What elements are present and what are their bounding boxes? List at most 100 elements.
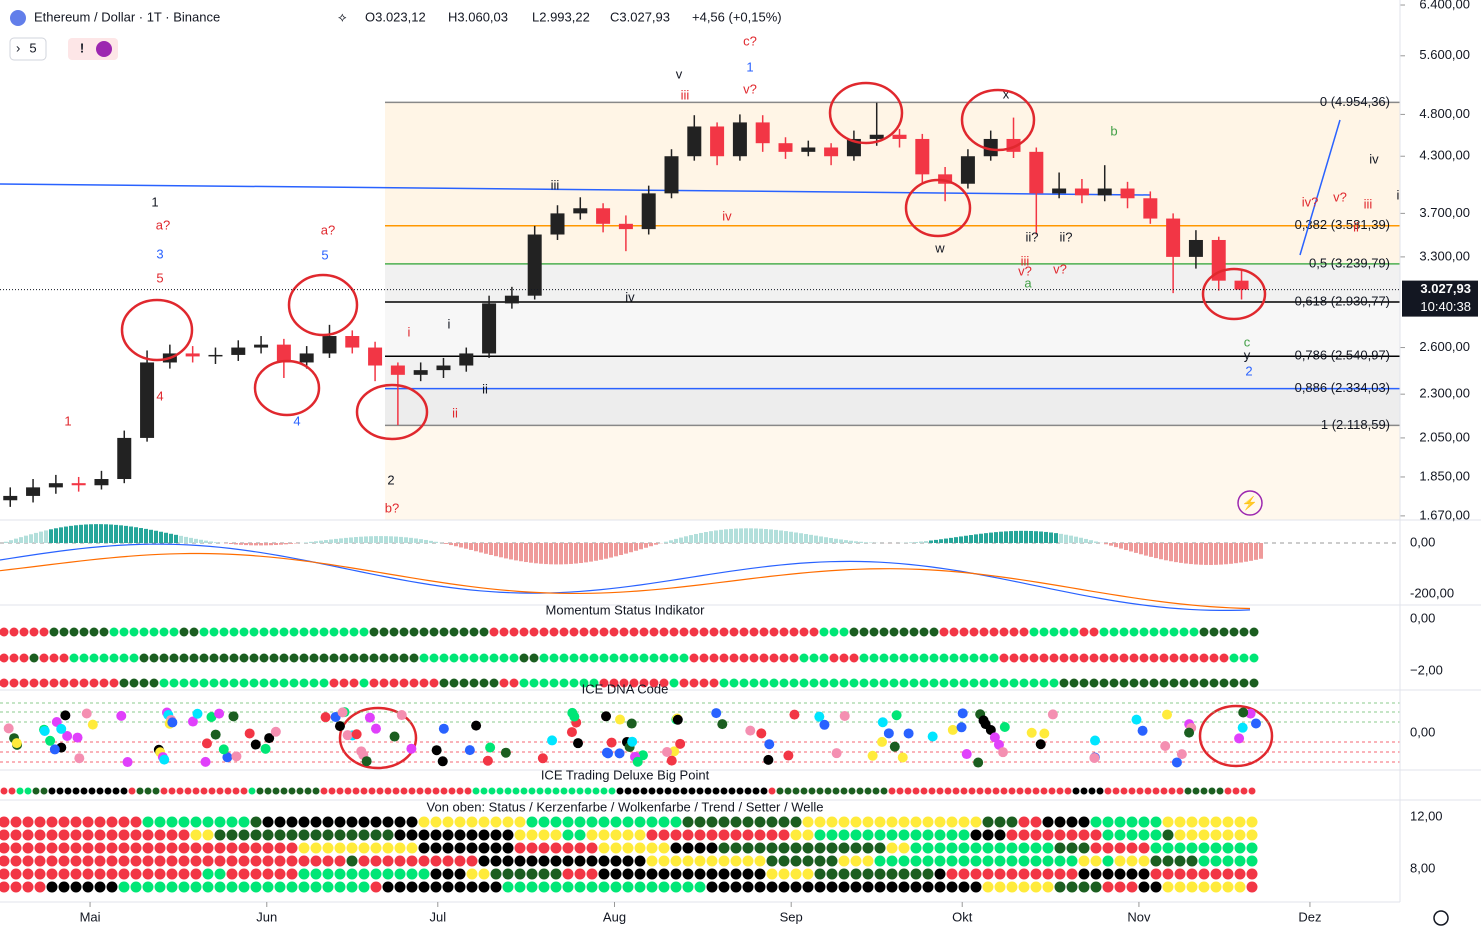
candle-body [1166,218,1181,257]
status-dot [778,842,790,854]
status-dot [169,678,179,688]
status-dot [688,787,696,795]
histogram-bar [774,529,778,543]
status-dot [1246,816,1258,828]
status-dot [839,653,849,663]
status-dot [39,627,49,637]
candle-body [71,483,86,486]
candle-body [1188,239,1203,257]
histogram-bar [539,543,543,564]
status-dot [622,829,634,841]
status-dot [874,829,886,841]
status-dot [514,829,526,841]
histogram-bar [674,538,678,543]
status-dot [322,881,334,893]
status-dot [1159,653,1169,663]
status-dot [622,855,634,867]
status-dot [238,855,250,867]
status-dot [202,855,214,867]
dna-dot [957,708,968,719]
wave-label: x [1003,86,1010,101]
status-dot [869,678,879,688]
dna-dot [406,743,417,754]
status-dot [58,868,70,880]
status-dot [538,829,550,841]
status-dot [394,868,406,880]
status-dot [646,868,658,880]
refresh-icon[interactable] [96,41,112,57]
status-dot [989,653,999,663]
indicator-toggle[interactable] [9,37,47,61]
flash-icon[interactable] [1237,490,1263,516]
status-dot [10,816,22,828]
status-dot [809,627,819,637]
status-dot [699,627,709,637]
status-dot [609,678,619,688]
y-tick-label: 4.800,00 [1419,106,1470,121]
status-dot [322,829,334,841]
status-dot [22,855,34,867]
status-dot [319,627,329,637]
dna-dot [897,752,908,763]
wave-label: 4 [156,388,163,403]
status-dot [749,653,759,663]
status-dot [449,678,459,688]
status-dot [1150,816,1162,828]
status-dot [9,678,19,688]
status-dot [682,842,694,854]
histogram-bar [604,543,608,559]
status-dot [224,787,232,795]
status-dot [969,627,979,637]
hand-circles [120,81,1274,770]
histogram-bar [624,543,628,554]
status-dot [1009,678,1019,688]
settings-icon[interactable] [1433,910,1449,926]
status-dot [376,787,384,795]
histogram-bar [274,543,278,545]
status-dot [226,881,238,893]
status-dot [888,787,896,795]
y-tick-label: 2.050,00 [1419,429,1470,444]
status-dot [1159,627,1169,637]
candle-body [436,365,451,371]
dna-dot [260,743,271,754]
histogram-bar [664,541,668,543]
histogram-bar [1199,543,1203,565]
status-dot [958,816,970,828]
status-dot [199,653,209,663]
status-dot [70,829,82,841]
status-dot [539,653,549,663]
status-dot [29,627,39,637]
status-dot [802,881,814,893]
histogram-bar [419,539,423,543]
status-dot [1234,842,1246,854]
status-dot [249,653,259,663]
status-dot [190,816,202,828]
status-dot [599,653,609,663]
status-dot [769,678,779,688]
histogram-bar [154,530,158,543]
status-dot [1120,787,1128,795]
candle-body [641,193,656,230]
menu-icon[interactable]: ⟡ [338,9,347,24]
histogram-bar [1039,531,1043,543]
status-dot [979,653,989,663]
histogram-bar [924,541,928,543]
status-dot [619,653,629,663]
status-dot [288,787,296,795]
status-dot [406,829,418,841]
status-dot [1209,678,1219,688]
status-dot [514,868,526,880]
wave-label: v [676,66,683,81]
status-dot [46,829,58,841]
status-dot [79,627,89,637]
status-dot [730,855,742,867]
status-dot [776,787,784,795]
dna-dot [231,751,242,762]
status-dot [589,653,599,663]
status-dot [579,678,589,688]
fib-label: 0,786 (2.540,97) [1295,348,1390,363]
status-dot [669,678,679,688]
dna-dot [1237,722,1248,733]
candle-body [231,347,246,355]
